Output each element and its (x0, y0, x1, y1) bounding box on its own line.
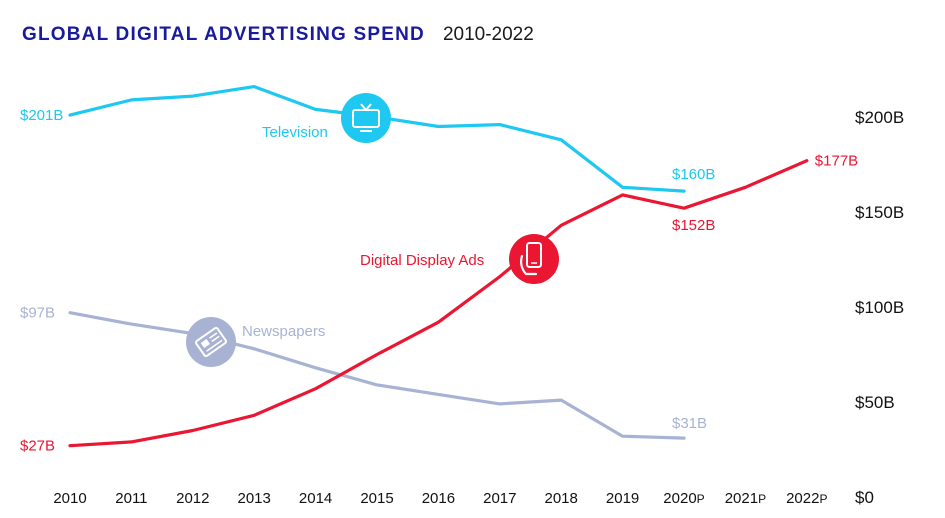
x-tick-label: 2010 (53, 490, 86, 507)
x-tick-label: 2022P (786, 490, 827, 507)
hand-phone-icon-phone (526, 242, 542, 268)
series-label: Television (262, 124, 328, 141)
newspaper-icon-part (209, 332, 218, 339)
chart-header: GLOBAL DIGITAL ADVERTISING SPEND 2010-20… (22, 24, 534, 46)
y-tick-label: $0 (855, 488, 874, 507)
x-tick-label: 2016 (422, 490, 455, 507)
y-tick-label: $150B (855, 203, 904, 222)
chart-subtitle: 2010-2022 (442, 24, 534, 45)
tv-icon-antenna (365, 103, 372, 111)
x-tick-label: 2020P (663, 490, 704, 507)
data-label: $152B (672, 217, 715, 234)
x-tick-label: 2011 (115, 490, 147, 507)
data-label: $31B (672, 415, 707, 432)
data-label: $177B (815, 153, 858, 170)
chart-title: GLOBAL DIGITAL ADVERTISING SPEND (22, 24, 425, 45)
data-label: $160B (672, 166, 715, 183)
newspaper-icon-glyph (194, 326, 228, 358)
x-tick-label: 2021P (725, 490, 766, 507)
tv-icon (341, 93, 391, 143)
tv-icon-antenna (360, 103, 367, 111)
x-tick-label: 2015 (360, 490, 393, 507)
x-tick-label: 2012 (176, 490, 209, 507)
x-tick-label: 2014 (299, 490, 332, 507)
series-label: Newspapers (242, 323, 325, 340)
newspaper-icon (186, 317, 236, 367)
data-label: $97B (20, 305, 55, 322)
data-label: $27B (20, 438, 55, 455)
newspaper-icon-part (211, 335, 220, 343)
series-label: Digital Display Ads (360, 252, 484, 269)
x-tick-label: 2019 (606, 490, 639, 507)
x-tick-label: 2013 (238, 490, 271, 507)
y-tick-label: $200B (855, 108, 904, 127)
data-label: $201B (20, 107, 63, 124)
series-line-digital-display-ads (68, 159, 809, 448)
newspaper-icon-part (194, 326, 228, 358)
y-tick-label: $50B (855, 393, 895, 412)
x-tick-label: 2018 (545, 490, 578, 507)
newspaper-icon-part (206, 339, 223, 352)
hand-phone-icon (509, 234, 559, 284)
x-tick-label: 2017 (483, 490, 516, 507)
series-line-newspapers (68, 311, 686, 440)
hand-phone-icon-hand (520, 254, 538, 276)
newspaper-icon-part (200, 339, 210, 348)
y-tick-label: $100B (855, 298, 904, 317)
